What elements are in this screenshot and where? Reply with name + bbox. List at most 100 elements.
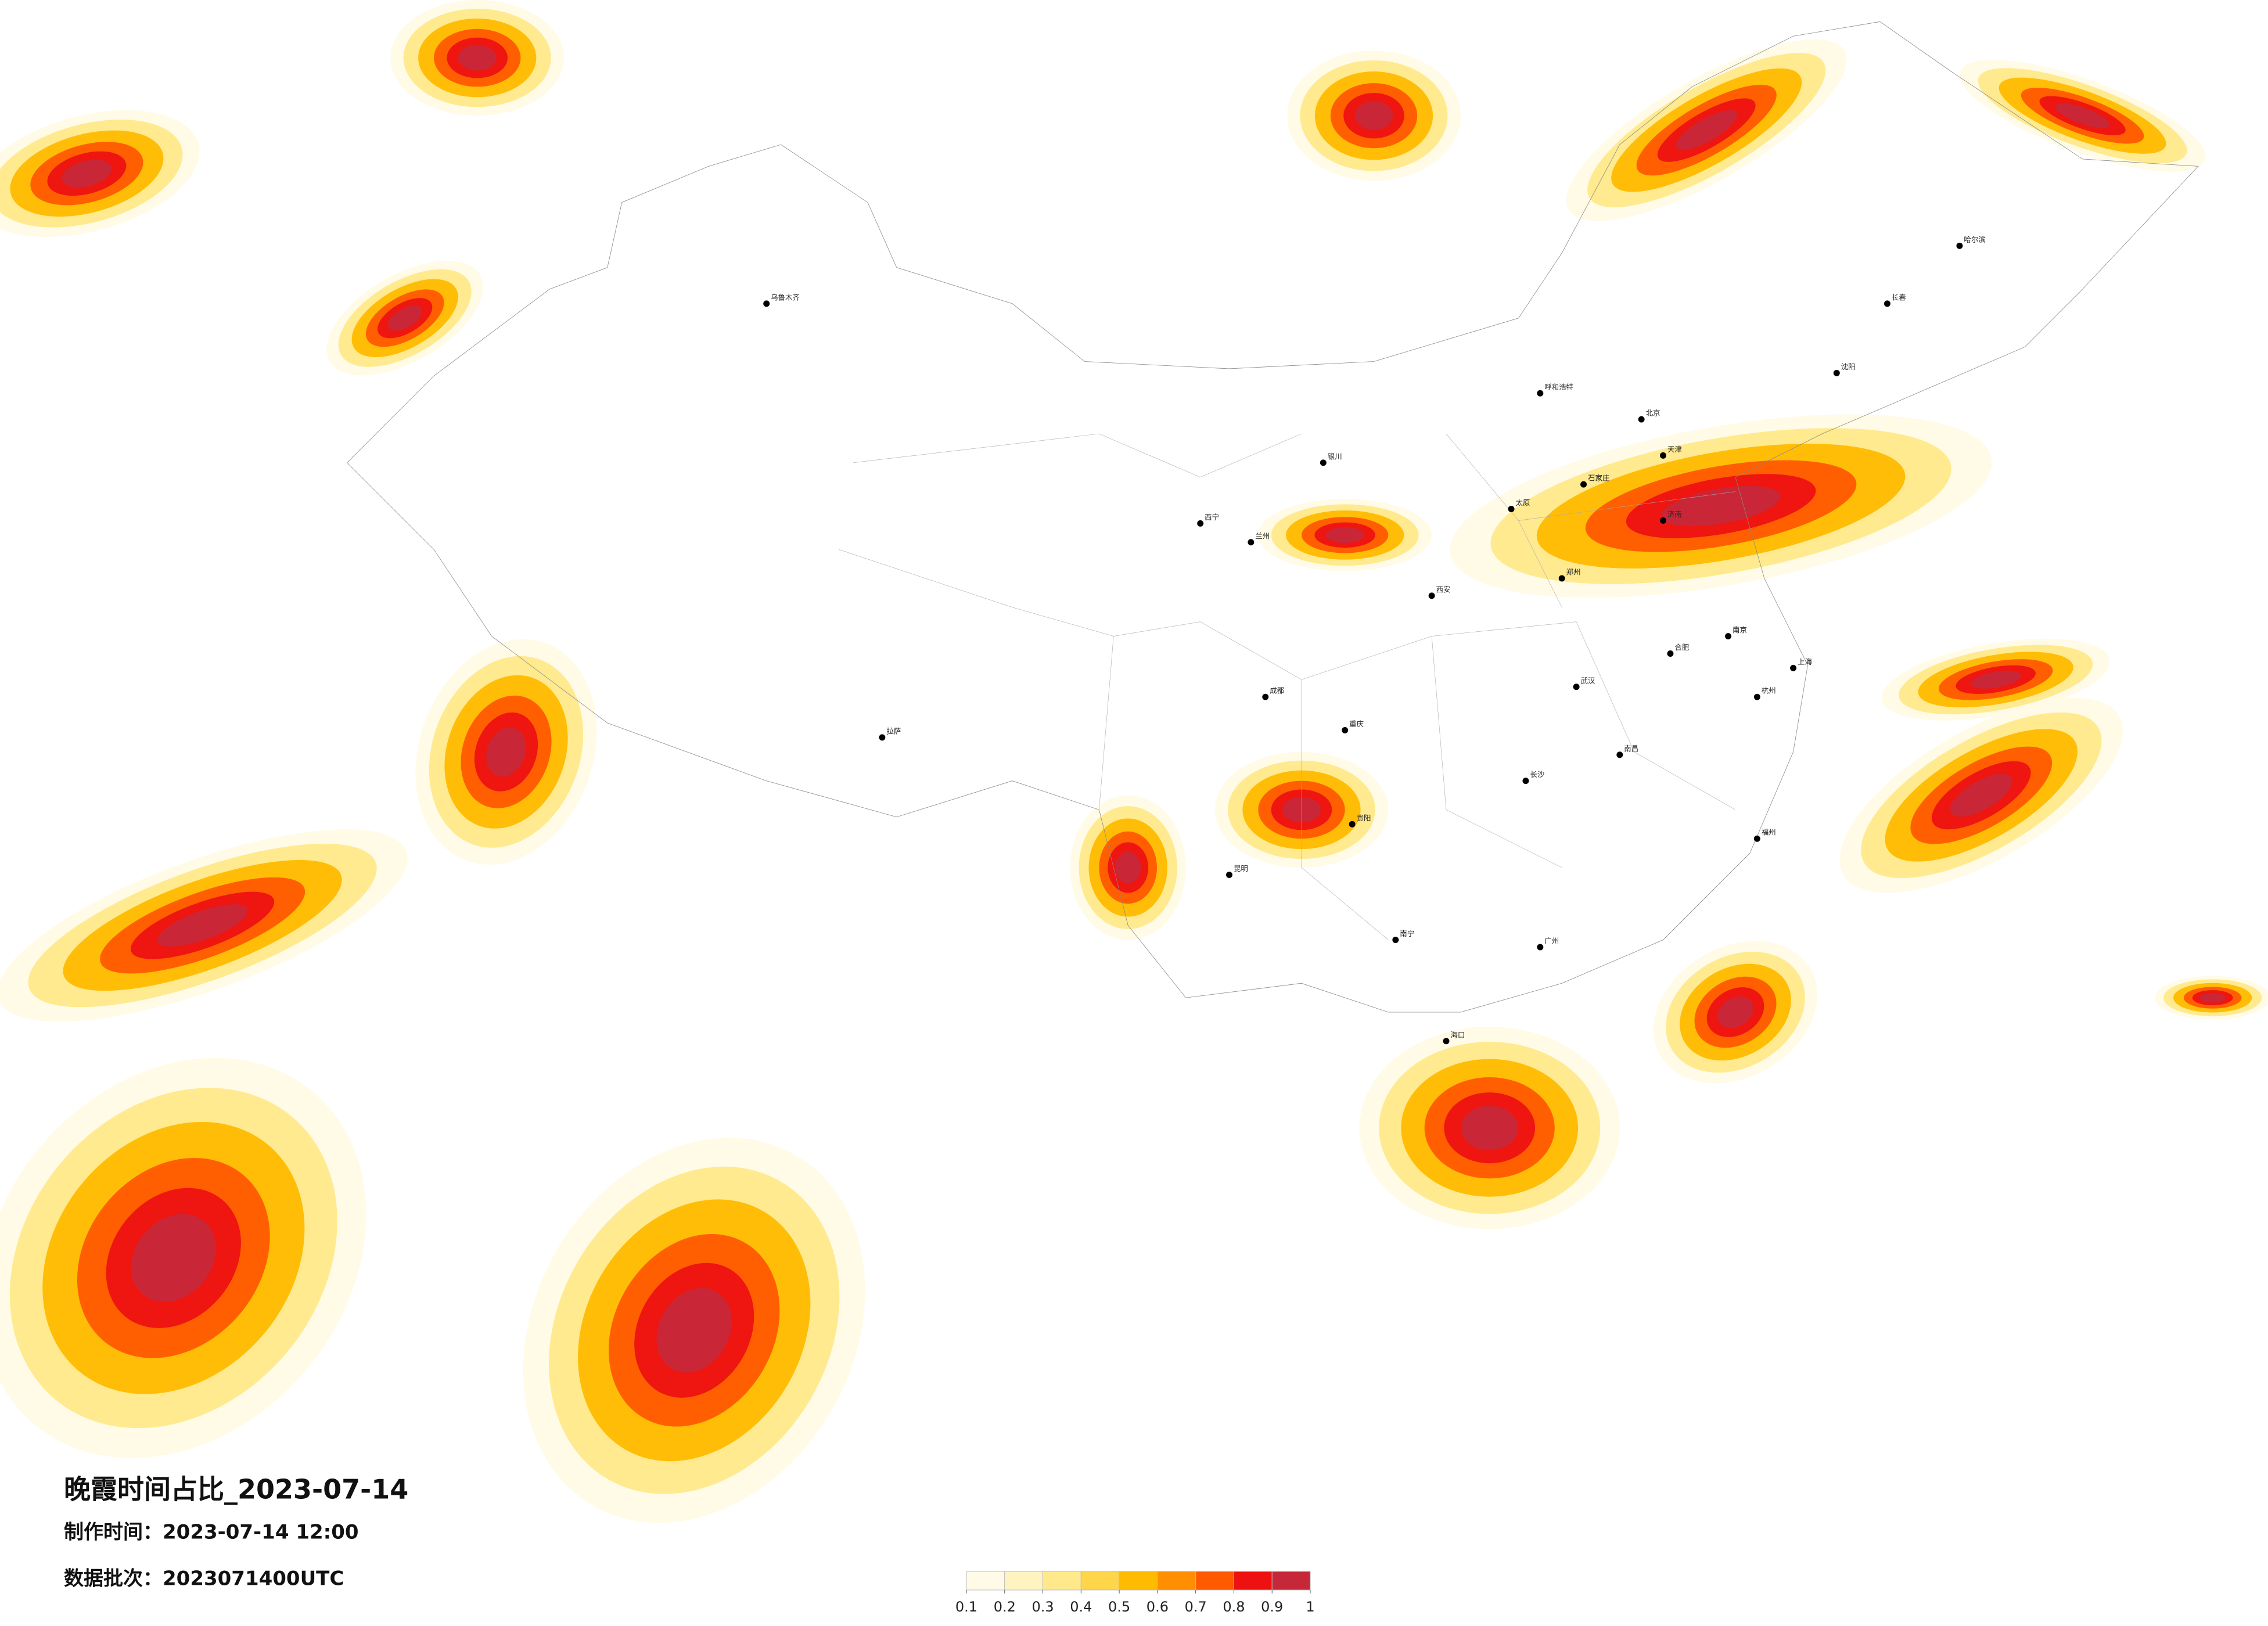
city-label: 长春 (1892, 293, 1906, 301)
boundary-layer (347, 21, 2198, 1012)
city-label: 济南 (1667, 510, 1682, 519)
city-dot (1320, 459, 1327, 466)
city-dot (1342, 726, 1349, 733)
heat-patch (1661, 485, 1781, 527)
heat-patch (157, 904, 248, 947)
colorbar-tick-label: 0.7 (1185, 1599, 1207, 1615)
colorbar-cell (1043, 1571, 1081, 1591)
colorbar-cell (1271, 1571, 1311, 1591)
city-dot (1833, 369, 1840, 376)
city-label: 北京 (1646, 409, 1660, 418)
city-dot (1248, 539, 1255, 546)
heat-patch (1325, 527, 1364, 543)
colorbar: 0.1 0.2 0.3 0.4 0.5 0.6 0.7 0.8 0.9 1 (955, 1571, 1315, 1615)
city-label: 南京 (1733, 625, 1747, 634)
made-time: 制作时间：2023-07-14 12:00 (64, 1521, 359, 1544)
heat-patch (1354, 101, 1393, 130)
colorbar-cell (1119, 1571, 1158, 1591)
city-dot (1753, 835, 1760, 842)
city-dot (1884, 300, 1890, 307)
province-border (839, 434, 1735, 940)
colorbar-tick-label: 0.1 (955, 1599, 977, 1615)
city-dot (879, 734, 886, 741)
city-dot (1392, 937, 1399, 943)
city-dot (1956, 242, 1963, 249)
city-dot (1580, 481, 1587, 488)
city-dot (1537, 944, 1544, 951)
city-label: 长沙 (1530, 770, 1544, 779)
data-batch: 数据批次：2023071400UTC (64, 1567, 344, 1591)
colorbar-cell (1195, 1571, 1234, 1591)
city-label: 南昌 (1624, 744, 1638, 753)
heat-patch (2055, 103, 2110, 128)
city-dot (1349, 821, 1356, 828)
city-dot (1638, 416, 1645, 423)
colorbar-tick-label: 1 (1306, 1599, 1314, 1615)
city-dot (1537, 390, 1544, 397)
colorbar-tick-label: 0.4 (1070, 1599, 1092, 1615)
city-label: 乌鲁木齐 (771, 293, 800, 301)
city-label: 成都 (1270, 686, 1284, 695)
heat-patch (2199, 992, 2226, 1003)
city-label: 昆明 (1234, 864, 1248, 873)
city-dot (1226, 871, 1232, 878)
city-label: 西安 (1436, 585, 1451, 593)
heat-patch (1676, 110, 1738, 150)
colorbar-tick-label: 0.3 (1031, 1599, 1054, 1615)
city-label: 重庆 (1349, 720, 1364, 728)
city-dot (1262, 693, 1269, 700)
heat-patch (62, 159, 112, 188)
heat-patch (1115, 851, 1141, 884)
city-dot (1667, 650, 1674, 657)
city-dot (1522, 778, 1529, 785)
city-dot (1790, 664, 1797, 671)
city-label: 郑州 (1566, 568, 1581, 577)
city-label: 呼和浩特 (1544, 383, 1573, 391)
colorbar-cell (1004, 1571, 1044, 1591)
city-label: 石家庄 (1588, 474, 1609, 483)
city-label: 天津 (1667, 445, 1682, 454)
city-label: 沈阳 (1841, 362, 1856, 371)
heat-patch (656, 1287, 732, 1373)
colorbar-cell (966, 1571, 1005, 1591)
city-label: 上海 (1798, 657, 1812, 666)
colorbar-tick-label: 0.5 (1108, 1599, 1130, 1615)
city-dot (1428, 592, 1435, 599)
heat-patch (387, 305, 422, 331)
city-label: 海口 (1450, 1030, 1465, 1039)
city-label: 银川 (1328, 452, 1342, 461)
china-border (347, 21, 2198, 1012)
heat-patch (1970, 670, 2021, 689)
colorbar-tick-label: 0.9 (1261, 1599, 1283, 1615)
map-title: 晚霞时间占比_2023-07-14 (64, 1474, 408, 1505)
city-label: 广州 (1544, 936, 1559, 945)
city-dot (1443, 1038, 1450, 1045)
colorbar-tick-label: 0.8 (1223, 1599, 1245, 1615)
heat-patch (131, 1214, 216, 1303)
colorbar-cell (1080, 1571, 1120, 1591)
heat-patch (486, 727, 526, 777)
city-label: 贵阳 (1357, 814, 1371, 822)
city-dot (1616, 751, 1623, 758)
city-label: 南宁 (1400, 929, 1414, 938)
city-label: 西宁 (1205, 513, 1219, 521)
heat-patch (1717, 997, 1754, 1028)
colorbar-cell (1233, 1571, 1273, 1591)
city-label: 杭州 (1762, 686, 1776, 695)
city-dot (1753, 693, 1760, 700)
city-label: 哈尔滨 (1964, 235, 1985, 244)
city-label: 兰州 (1255, 531, 1270, 540)
colorbar-cell (1157, 1571, 1196, 1591)
city-dot (1558, 575, 1565, 582)
city-dot (1197, 520, 1204, 527)
city-dot (763, 300, 770, 307)
city-dot (1508, 506, 1515, 512)
city-label: 拉萨 (886, 726, 901, 735)
heat-patch (458, 45, 497, 71)
city-dot (1725, 633, 1732, 640)
city-label: 武汉 (1581, 676, 1595, 685)
city-dot (1660, 517, 1666, 524)
